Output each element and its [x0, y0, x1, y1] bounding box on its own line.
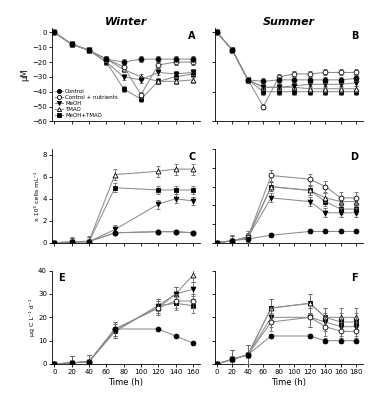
Text: A: A — [188, 31, 195, 41]
Text: E: E — [58, 274, 64, 284]
Legend: Control, Control + nutrients, MeOH, TMAO, MeOH+TMAO: Control, Control + nutrients, MeOH, TMAO… — [55, 88, 118, 118]
Y-axis label: μM: μM — [20, 68, 29, 81]
X-axis label: Time (h): Time (h) — [108, 378, 143, 387]
Text: B: B — [351, 31, 358, 41]
Title: Winter: Winter — [105, 17, 147, 27]
Text: C: C — [188, 152, 195, 162]
Text: F: F — [352, 274, 358, 284]
Y-axis label: μg C L⁻¹ d⁻¹: μg C L⁻¹ d⁻¹ — [29, 299, 35, 336]
Text: D: D — [350, 152, 358, 162]
Title: Summer: Summer — [263, 17, 314, 27]
X-axis label: Time (h): Time (h) — [271, 378, 306, 387]
Y-axis label: x 10⁶ cells mL⁻¹: x 10⁶ cells mL⁻¹ — [35, 171, 40, 221]
